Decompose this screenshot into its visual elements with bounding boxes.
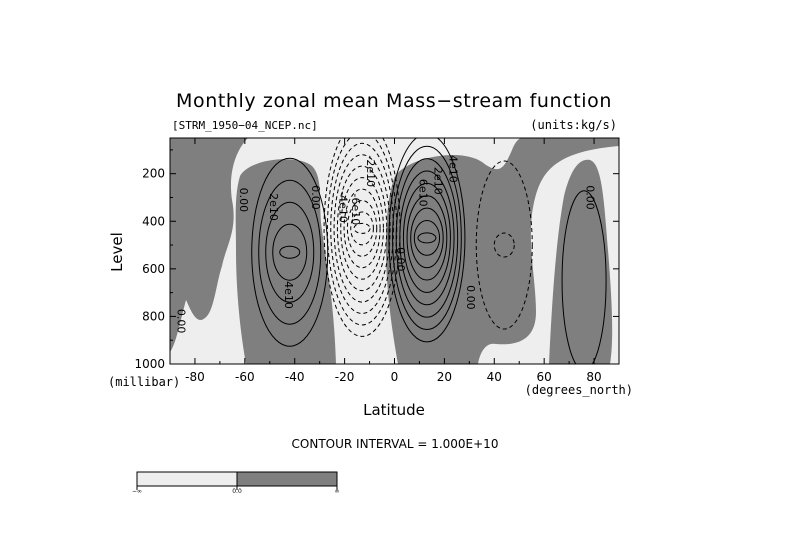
northern-cell-contour — [475, 160, 533, 330]
tropical-negative-cell-contour — [340, 177, 384, 280]
contour-label: 2e10 — [431, 167, 444, 195]
contour-label: 4e10 — [446, 155, 459, 183]
contour-label: 0.00 — [237, 188, 250, 213]
x-axis-label: Latitude — [363, 401, 425, 419]
units-label: (units:kg/s) — [530, 118, 617, 132]
tropical-positive-cell-contour — [392, 145, 462, 331]
tropical-positive-cell-contour — [399, 170, 455, 306]
contour-label: -6e10 — [349, 194, 362, 226]
y-tick-label: 600 — [142, 262, 165, 276]
tropical-positive-cell-contour — [395, 158, 459, 318]
y-tick-label: 800 — [142, 309, 165, 323]
tropical-negative-cell-contour — [330, 142, 394, 315]
chart-title: Monthly zonal mean Mass−stream function — [176, 90, 612, 112]
tropical-negative-cell-contour — [333, 154, 391, 303]
y-tick-label: 1000 — [134, 357, 165, 371]
contour-lines — [251, 138, 607, 364]
colorbar: −∞ 0.0 ∞ — [132, 471, 340, 495]
colorbar-positive-swatch — [236, 471, 338, 487]
file-label: [STRM_1950−04_NCEP.nc] — [172, 119, 318, 132]
tropical-positive-cell-contour — [402, 182, 451, 293]
contour-label: 0.00 — [584, 185, 597, 210]
positive-region-tropical — [386, 138, 619, 364]
x-tick-label: 60 — [537, 370, 552, 384]
southern-cell-contour — [258, 179, 322, 325]
southern-cell-contour — [265, 201, 315, 303]
contour-label: 6e10 — [416, 179, 429, 207]
contour-label: -4e10 — [337, 191, 350, 223]
colorbar-label-zero: 0.0 — [232, 488, 242, 495]
x-axis-units: (degrees_north) — [525, 383, 633, 397]
contour-label: -2e10 — [364, 155, 377, 187]
x-tick-label: -20 — [335, 370, 355, 384]
tropical-positive-cell-contour — [406, 195, 448, 281]
contour-label: 0.00 — [309, 185, 322, 210]
positive-region-southwest — [170, 138, 248, 352]
x-axis: -80 -60 -40 -20 0 20 40 60 80 — [169, 138, 620, 384]
x-tick-label: 0 — [391, 370, 399, 384]
y-tick-label: 400 — [142, 214, 165, 228]
southern-cell-contour — [251, 157, 329, 347]
y-axis: 200 400 600 800 1000 — [134, 149, 619, 371]
colorbar-label-max: ∞ — [335, 488, 340, 495]
x-tick-label: -40 — [285, 370, 305, 384]
tropical-negative-cell-contour — [343, 188, 381, 269]
y-axis-label: Level — [108, 232, 126, 272]
southern-cell-contour — [272, 223, 308, 281]
polar-cell-contour — [561, 190, 607, 364]
colorbar-negative-swatch — [136, 471, 238, 487]
tropical-positive-cell-contour — [417, 232, 437, 244]
x-tick-label: 40 — [487, 370, 502, 384]
y-axis-units: (millibar) — [108, 375, 180, 389]
contour-label: 0.00 — [394, 247, 407, 272]
x-tick-label: 20 — [437, 370, 452, 384]
y-tick-label: 200 — [142, 167, 165, 181]
tropical-negative-cell-contour — [350, 211, 374, 246]
contour-label: 0.00 — [464, 285, 477, 310]
x-tick-label: -80 — [185, 370, 205, 384]
contour-label: 2e10 — [267, 193, 280, 221]
contour-label: 4e10 — [282, 281, 295, 309]
tropical-positive-cell-contour — [410, 207, 444, 269]
positive-region-polar — [549, 159, 613, 364]
contour-label: 0.00 — [174, 309, 187, 334]
tropical-negative-cell-contour — [346, 200, 378, 257]
northern-cell-contour — [493, 232, 515, 258]
x-tick-label: -60 — [235, 370, 255, 384]
colorbar-label-min: −∞ — [132, 488, 142, 495]
tropical-negative-cell-contour — [353, 222, 371, 234]
tropical-positive-cell-contour — [413, 220, 441, 256]
tropical-positive-cell-contour — [388, 138, 466, 343]
x-tick-label: 80 — [586, 370, 601, 384]
southern-cell-contour — [279, 245, 301, 259]
contour-interval-text: CONTOUR INTERVAL = 1.000E+10 — [292, 437, 499, 451]
tropical-negative-cell-contour — [336, 165, 388, 292]
